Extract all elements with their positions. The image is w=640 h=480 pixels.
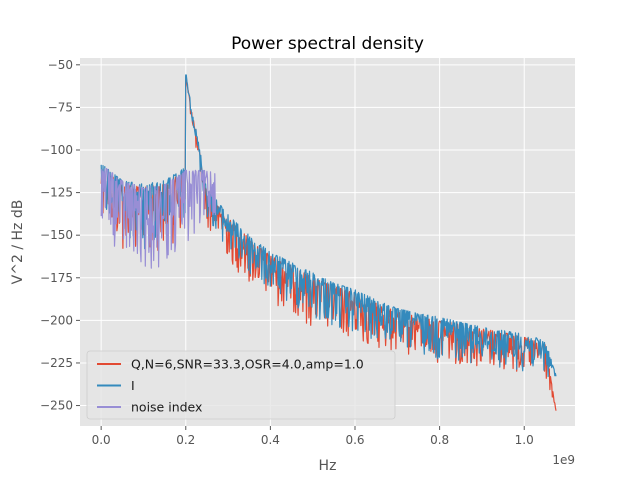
y-tick-label: −50 [48,58,73,72]
y-tick-label: −250 [40,399,73,413]
y-tick-label: −100 [40,143,73,157]
y-tick-labels: −50 −75 −100 −125 −150 −175 −200 −225 −250 [40,58,80,413]
x-offset-label: 1e9 [552,453,575,467]
x-tick-labels: 0.0 0.2 0.4 0.6 0.8 1.0 [92,426,534,447]
x-tick-label: 0.6 [345,433,364,447]
x-tick-label: 0.2 [176,433,195,447]
legend: Q,N=6,SNR=33.3,OSR=4.0,amp=1.0 I noise i… [86,350,396,420]
y-tick-label: −125 [40,186,73,200]
x-tick-label: 0.8 [430,433,449,447]
legend-box [86,350,396,420]
series-q-line [100,76,557,411]
y-tick-label: −200 [40,313,73,327]
y-tick-label: −225 [40,356,73,370]
x-tick-label: 0.4 [261,433,280,447]
x-tick-label: 0.0 [92,433,111,447]
series-noise-line [100,167,216,269]
legend-label-i: I [131,378,135,393]
x-axis-label: Hz [319,458,337,474]
y-tick-label: −75 [48,100,73,114]
legend-label-noise: noise index [131,400,202,415]
y-tick-label: −175 [40,271,73,285]
series-layer [100,74,557,411]
legend-label-q: Q,N=6,SNR=33.3,OSR=4.0,amp=1.0 [131,357,364,372]
y-axis-label: V^2 / Hz dB [10,200,26,285]
x-tick-label: 1.0 [515,433,534,447]
chart-title: Power spectral density [231,34,424,54]
y-tick-label: −150 [40,228,73,242]
